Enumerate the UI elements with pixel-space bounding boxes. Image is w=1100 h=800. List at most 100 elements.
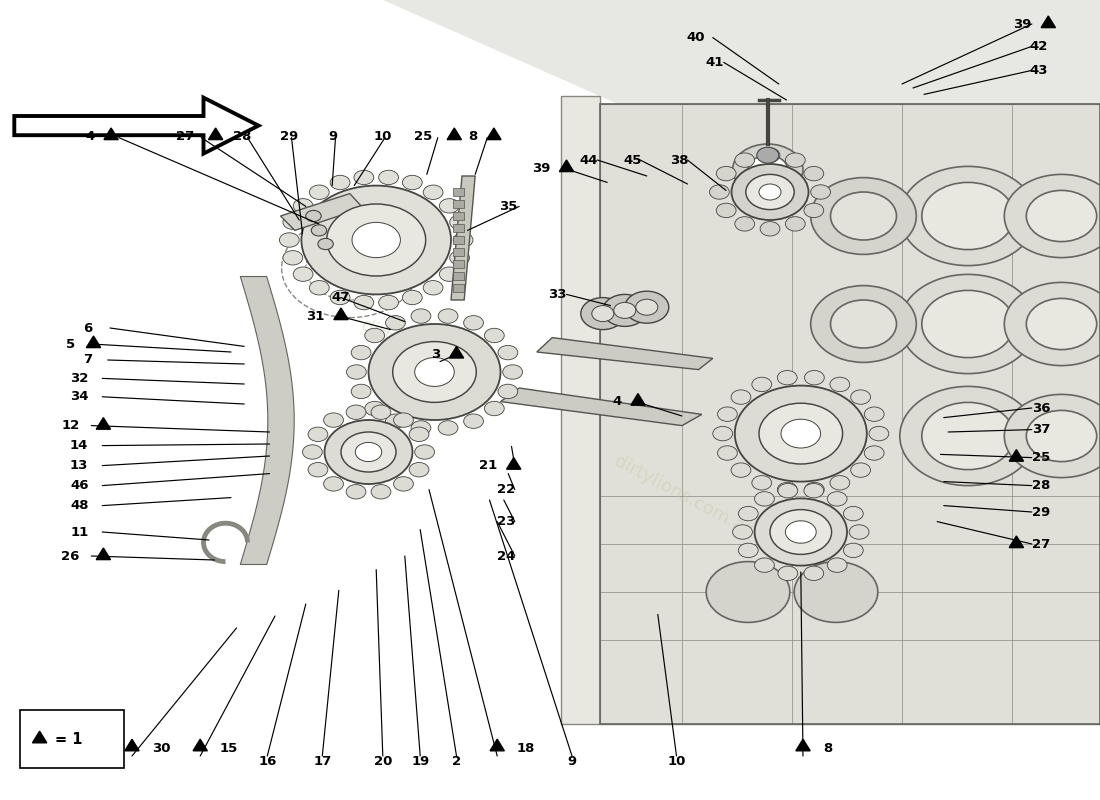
Circle shape xyxy=(450,250,470,265)
Polygon shape xyxy=(334,308,348,319)
Text: 19: 19 xyxy=(411,755,429,768)
Circle shape xyxy=(738,543,758,558)
Circle shape xyxy=(309,281,329,295)
Text: 39: 39 xyxy=(1013,18,1032,30)
Circle shape xyxy=(371,405,390,419)
Text: 5: 5 xyxy=(66,338,75,350)
Text: 10: 10 xyxy=(668,755,685,768)
Circle shape xyxy=(865,446,884,460)
Text: 42: 42 xyxy=(1030,40,1047,53)
Text: 7: 7 xyxy=(84,354,92,366)
Circle shape xyxy=(760,222,780,236)
Circle shape xyxy=(735,217,755,231)
Polygon shape xyxy=(450,346,464,358)
Circle shape xyxy=(378,295,398,310)
Circle shape xyxy=(424,281,443,295)
Circle shape xyxy=(733,525,752,539)
Circle shape xyxy=(759,403,843,464)
Circle shape xyxy=(778,370,798,385)
Circle shape xyxy=(378,170,398,185)
Circle shape xyxy=(785,521,816,543)
Circle shape xyxy=(717,446,737,460)
Polygon shape xyxy=(600,104,1100,724)
Circle shape xyxy=(324,420,412,484)
Circle shape xyxy=(330,290,350,305)
Bar xyxy=(453,260,464,268)
Circle shape xyxy=(279,233,299,247)
Circle shape xyxy=(827,492,847,506)
Polygon shape xyxy=(560,160,574,171)
Circle shape xyxy=(732,390,751,404)
Circle shape xyxy=(755,492,774,506)
Circle shape xyxy=(811,185,830,199)
Circle shape xyxy=(438,421,458,435)
Text: 15: 15 xyxy=(220,742,239,755)
Circle shape xyxy=(869,426,889,441)
Text: 30: 30 xyxy=(152,742,170,755)
Circle shape xyxy=(309,185,329,199)
Circle shape xyxy=(409,462,429,477)
Circle shape xyxy=(371,485,390,499)
Text: 31: 31 xyxy=(306,310,324,322)
Text: 3: 3 xyxy=(431,348,440,361)
Circle shape xyxy=(503,365,522,379)
Text: 37: 37 xyxy=(1032,423,1050,436)
Circle shape xyxy=(922,182,1014,250)
Circle shape xyxy=(713,426,733,441)
Text: 41: 41 xyxy=(706,56,724,69)
Text: 9: 9 xyxy=(568,755,576,768)
Circle shape xyxy=(710,185,729,199)
Text: 34: 34 xyxy=(70,390,88,403)
Polygon shape xyxy=(486,128,502,139)
Circle shape xyxy=(484,402,504,416)
Circle shape xyxy=(785,217,805,231)
Polygon shape xyxy=(796,739,810,750)
Text: 16: 16 xyxy=(258,755,276,768)
Bar xyxy=(453,284,464,292)
Polygon shape xyxy=(97,418,110,429)
Text: dirtylions.com.ar: dirtylions.com.ar xyxy=(358,316,500,404)
Circle shape xyxy=(318,238,333,250)
Polygon shape xyxy=(447,128,462,139)
Circle shape xyxy=(453,233,473,247)
Bar xyxy=(453,212,464,220)
Circle shape xyxy=(351,346,371,360)
Circle shape xyxy=(751,378,772,392)
Circle shape xyxy=(498,384,518,398)
Circle shape xyxy=(409,427,429,442)
Polygon shape xyxy=(500,388,702,426)
Circle shape xyxy=(738,506,758,521)
Circle shape xyxy=(386,414,405,428)
Circle shape xyxy=(770,510,832,554)
Text: 45: 45 xyxy=(624,154,641,166)
Text: 46: 46 xyxy=(70,479,88,492)
Circle shape xyxy=(411,309,431,323)
Circle shape xyxy=(636,299,658,315)
Circle shape xyxy=(794,562,878,622)
Polygon shape xyxy=(124,739,139,750)
Polygon shape xyxy=(1010,536,1023,547)
Text: 47: 47 xyxy=(332,291,350,304)
Text: 28: 28 xyxy=(233,130,251,142)
Circle shape xyxy=(354,295,374,310)
Polygon shape xyxy=(451,176,475,300)
Text: 36: 36 xyxy=(1032,402,1050,414)
Circle shape xyxy=(365,328,385,342)
Circle shape xyxy=(439,267,459,282)
Circle shape xyxy=(301,186,451,294)
Circle shape xyxy=(351,384,371,398)
Circle shape xyxy=(464,414,484,428)
Text: 21: 21 xyxy=(478,459,497,472)
Circle shape xyxy=(1004,394,1100,478)
Text: 18: 18 xyxy=(517,742,536,755)
Text: 20: 20 xyxy=(374,755,392,768)
Circle shape xyxy=(581,298,625,330)
Circle shape xyxy=(781,419,821,448)
Circle shape xyxy=(311,225,327,236)
Circle shape xyxy=(341,432,396,472)
Circle shape xyxy=(865,407,884,422)
Circle shape xyxy=(625,291,669,323)
Bar xyxy=(20,710,124,768)
Circle shape xyxy=(368,324,500,420)
Polygon shape xyxy=(537,338,713,370)
